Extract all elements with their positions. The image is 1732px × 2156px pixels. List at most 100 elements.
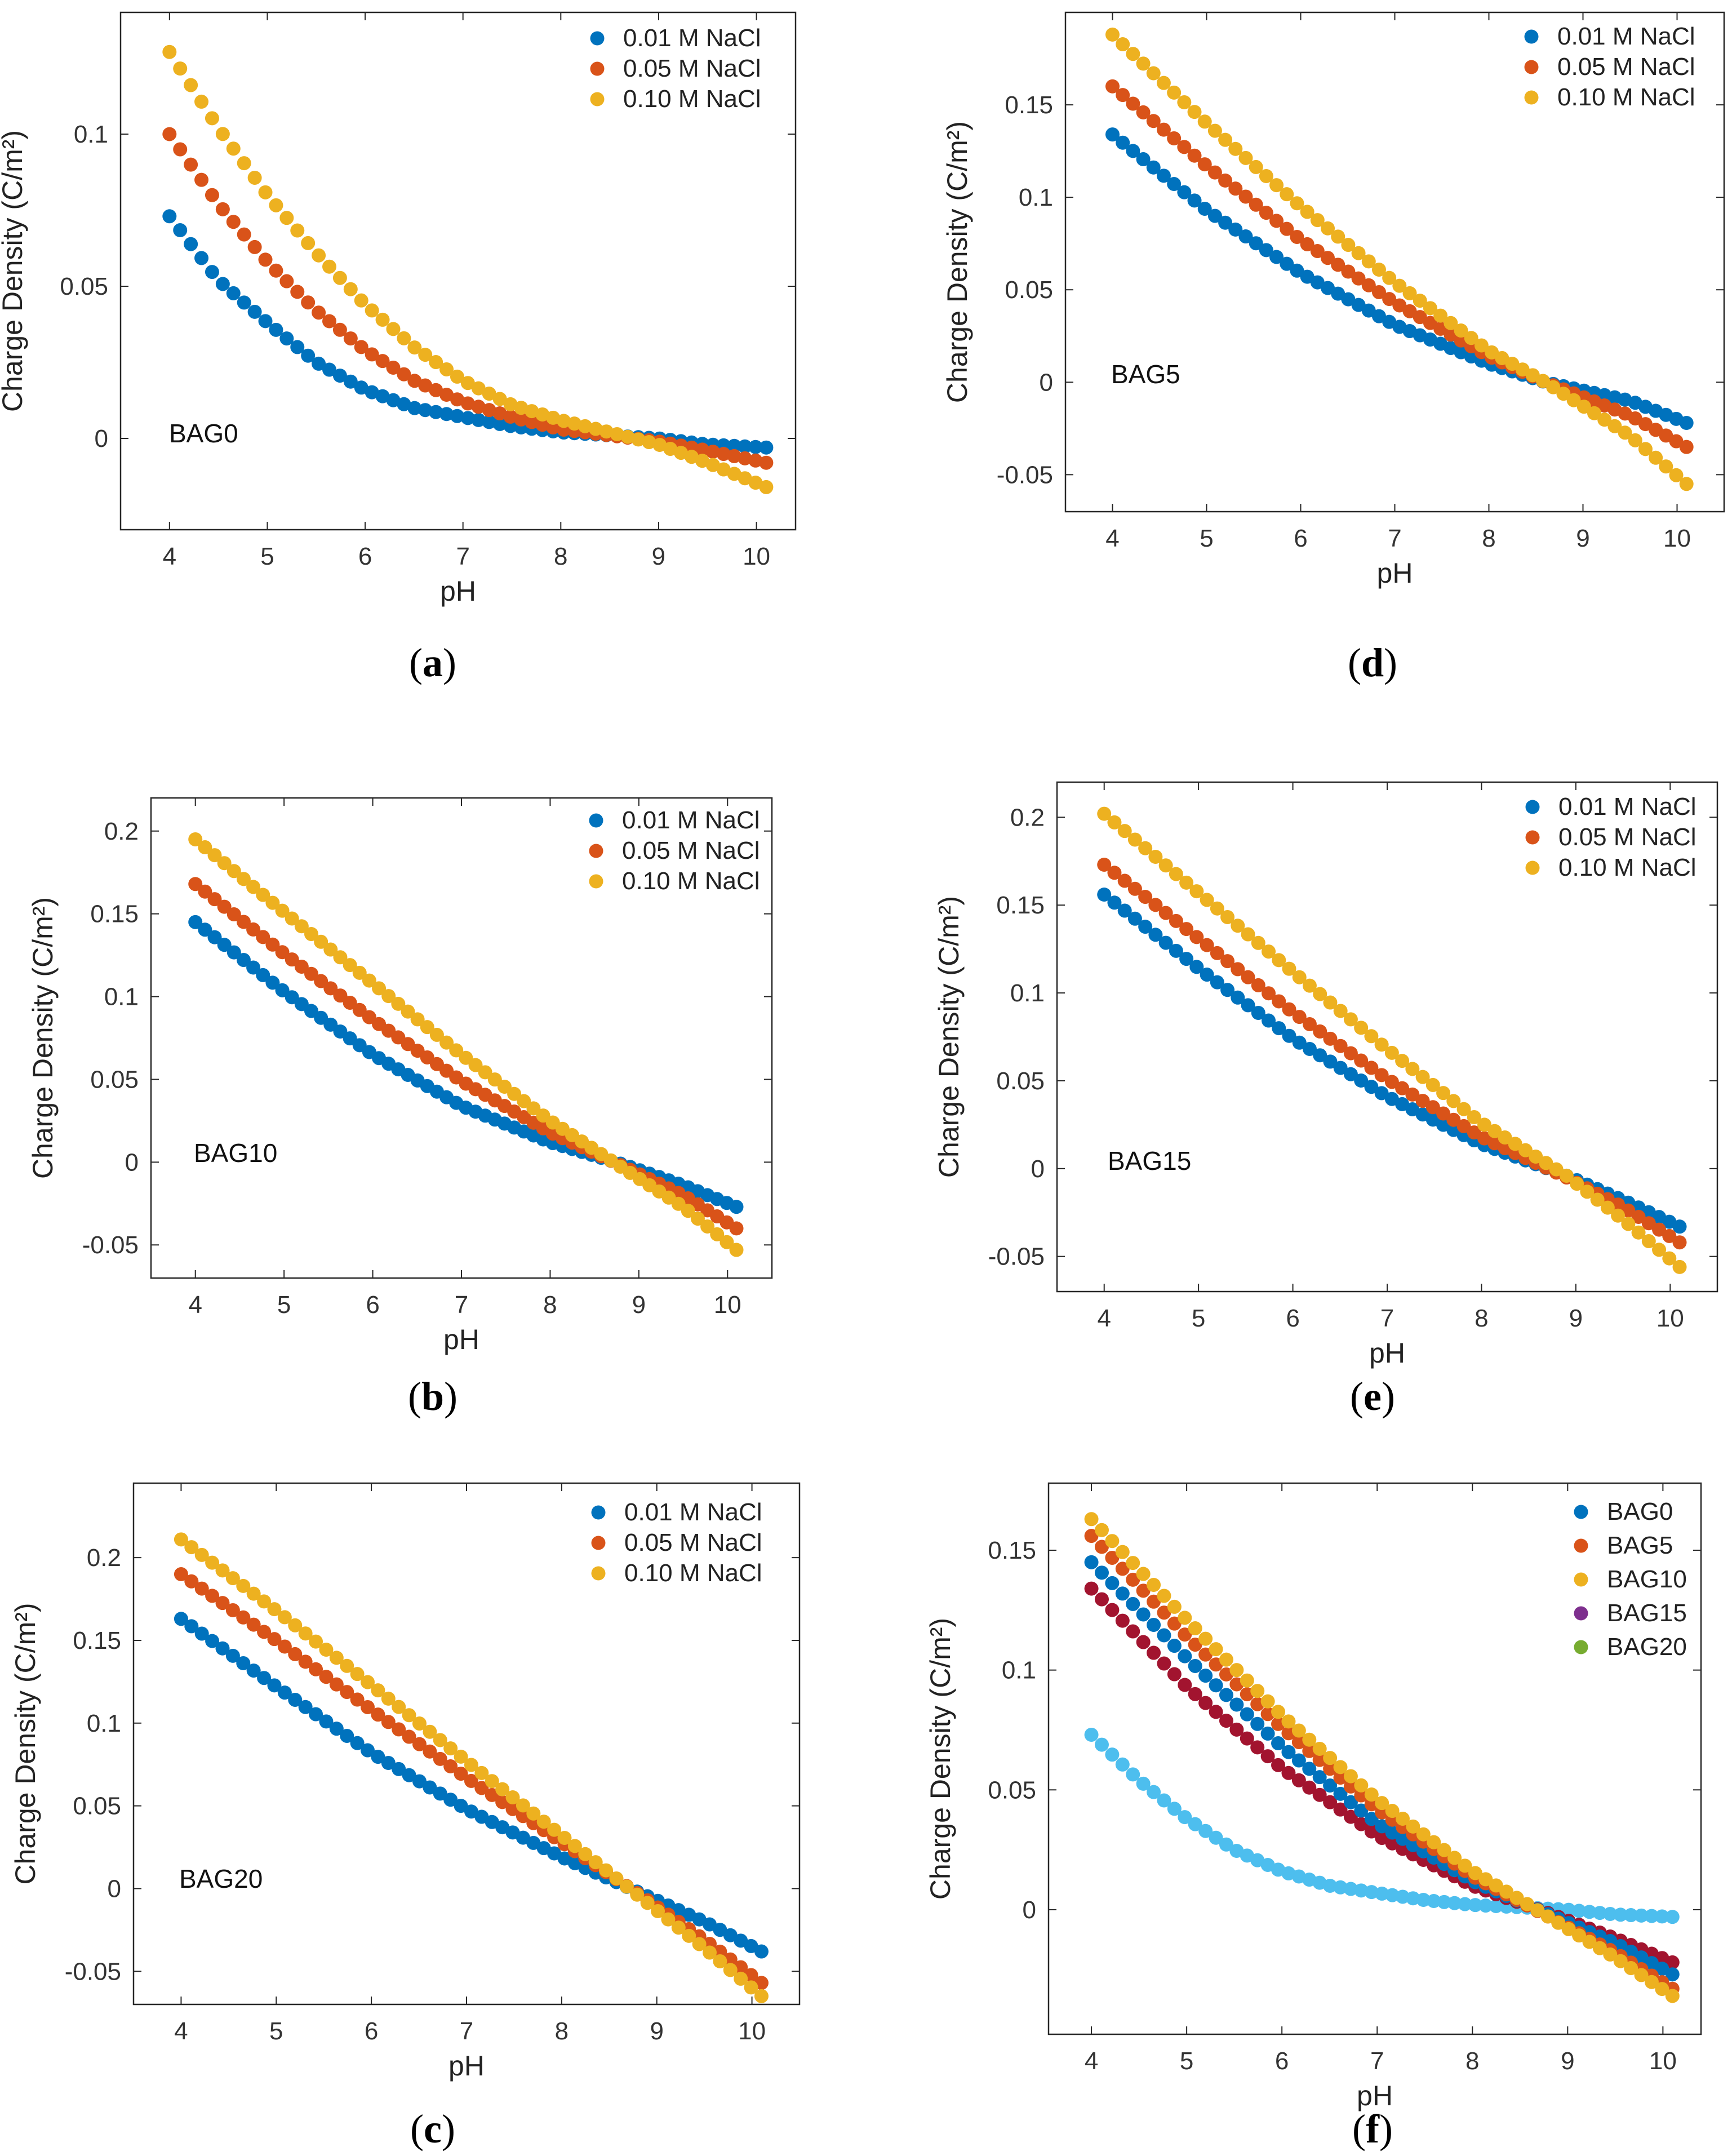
data-point	[1240, 1731, 1254, 1746]
data-point	[503, 397, 518, 411]
data-point	[723, 1952, 738, 1967]
data-point	[1587, 406, 1601, 420]
data-point	[1187, 193, 1202, 208]
data-point	[343, 958, 357, 973]
data-point	[188, 915, 203, 929]
data-point	[1592, 1941, 1607, 1955]
data-point	[454, 1799, 468, 1813]
data-point	[1665, 1910, 1680, 1924]
legend-marker	[1524, 29, 1539, 44]
data-point	[375, 354, 390, 369]
data-point	[1638, 417, 1653, 432]
data-point	[1405, 1087, 1420, 1102]
data-point	[1655, 1909, 1669, 1924]
data-point	[323, 942, 338, 957]
data-point	[1207, 165, 1222, 180]
data-point	[1177, 185, 1192, 199]
y-tick-label: -0.05	[988, 1243, 1045, 1271]
panel-caption: (b)	[408, 1374, 458, 1419]
x-tick-label: 9	[632, 1291, 646, 1319]
data-point	[1371, 285, 1386, 299]
data-point	[350, 1692, 365, 1707]
data-point	[1200, 893, 1214, 907]
data-point	[1662, 1251, 1677, 1266]
data-point	[1572, 1904, 1587, 1918]
data-point	[1249, 159, 1263, 174]
panel-annotation: BAG5	[1111, 360, 1180, 389]
data-point	[1084, 1512, 1099, 1527]
data-point	[288, 1647, 303, 1661]
data-point	[1147, 1645, 1161, 1660]
legend-label: 0.10 M NaCl	[623, 85, 761, 113]
data-point	[1117, 903, 1132, 918]
data-point	[1603, 1906, 1618, 1921]
data-point	[536, 1815, 551, 1829]
data-point	[1478, 1898, 1493, 1913]
data-point	[319, 1670, 334, 1684]
data-point	[1529, 1149, 1543, 1164]
data-point	[1444, 316, 1458, 330]
data-point	[269, 263, 283, 278]
data-point	[1374, 1086, 1389, 1101]
data-point	[329, 1722, 344, 1736]
data-point	[1628, 411, 1642, 426]
data-point	[1321, 251, 1335, 265]
data-point	[1611, 1208, 1626, 1223]
data-point	[1105, 1576, 1120, 1590]
legend-marker	[1525, 830, 1540, 845]
legend-marker	[590, 31, 605, 46]
data-point	[1117, 824, 1132, 839]
y-tick-label: 0	[95, 425, 108, 453]
data-point	[1406, 1819, 1420, 1834]
data-point	[1220, 983, 1235, 997]
panel-annotation: BAG0	[169, 419, 238, 448]
data-point	[290, 340, 305, 354]
data-point	[727, 438, 741, 453]
data-point	[1126, 144, 1140, 158]
data-point	[723, 1963, 738, 1977]
data-point	[1210, 946, 1224, 960]
data-point	[682, 1928, 696, 1943]
data-point	[460, 396, 475, 411]
data-point	[298, 1654, 313, 1669]
y-tick-label: 0	[108, 1875, 121, 1902]
data-point	[1321, 221, 1335, 236]
data-point	[1115, 1586, 1130, 1601]
data-point	[402, 1768, 416, 1782]
data-point	[610, 427, 624, 441]
data-point	[174, 1612, 188, 1626]
caption-letter: b	[421, 1374, 444, 1419]
data-point	[1084, 1581, 1099, 1596]
data-point	[279, 274, 294, 289]
data-point	[1679, 415, 1694, 430]
x-tick-label: 7	[1370, 2047, 1384, 2075]
data-point	[1354, 1788, 1369, 1803]
data-point	[1343, 1882, 1358, 1896]
data-point	[1200, 968, 1214, 982]
data-point	[285, 952, 299, 967]
data-point	[1189, 960, 1204, 974]
y-tick-label: 0.2	[1010, 804, 1045, 831]
y-axis-label: Charge Density (C/m²)	[933, 896, 965, 1178]
x-tick-label: 5	[1200, 525, 1213, 552]
legend-marker	[590, 92, 605, 107]
data-point	[361, 1743, 375, 1758]
data-point	[1618, 425, 1632, 440]
data-point	[1302, 1017, 1317, 1032]
data-point	[1107, 866, 1122, 880]
y-tick-label: 0.1	[1002, 1657, 1036, 1684]
data-point	[332, 369, 347, 383]
data-point	[1218, 215, 1233, 230]
data-point	[744, 1980, 758, 1995]
data-point	[1343, 1795, 1358, 1809]
data-point	[1361, 303, 1376, 318]
data-point	[343, 374, 358, 389]
data-point	[1364, 1885, 1379, 1900]
x-axis-label: pH	[1369, 1337, 1405, 1369]
y-tick-label: 0.1	[104, 983, 139, 1011]
data-point	[257, 1594, 272, 1609]
data-point	[1477, 1117, 1492, 1132]
data-point	[450, 369, 464, 384]
data-point	[1333, 1802, 1348, 1817]
data-point	[1147, 1578, 1161, 1592]
